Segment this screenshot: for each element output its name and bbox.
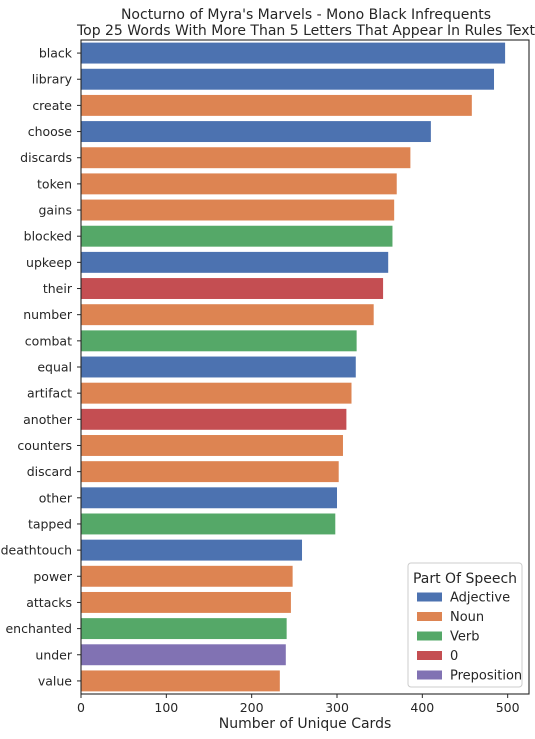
chart-title-line-1: Nocturno of Myra's Marvels - Mono Black …	[121, 7, 491, 23]
y-tick-label: tapped	[28, 516, 72, 531]
y-tick-label: another	[23, 412, 73, 427]
y-tick-label: number	[23, 307, 73, 322]
bar-create	[81, 94, 472, 116]
x-tick-label: 0	[77, 700, 85, 715]
bar-combat	[81, 330, 357, 352]
bar-equal	[81, 356, 356, 378]
legend-swatch-adjective	[417, 592, 442, 602]
legend-label: 0	[450, 649, 458, 664]
legend: Part Of Speech Adjective Noun Verb 0 Preposi…	[407, 562, 523, 688]
bar-artifact	[81, 382, 352, 404]
y-tick-label: deathtouch	[1, 543, 72, 558]
bar-another	[81, 408, 347, 430]
y-tick-label: equal	[37, 360, 72, 375]
bar-counters	[81, 435, 343, 456]
y-tick-label: value	[38, 673, 72, 688]
y-tick-label: other	[39, 490, 73, 505]
bar-enchanted	[81, 618, 287, 640]
legend-items: Adjective Noun Verb 0 Preposition	[417, 591, 522, 684]
bar-token	[81, 173, 397, 195]
y-tick-label: create	[32, 98, 72, 113]
bar-value	[81, 670, 280, 692]
y-tick-label: discards	[20, 150, 72, 165]
bar-black	[81, 42, 506, 64]
legend-label: Verb	[450, 630, 479, 645]
y-tick-label: blocked	[24, 229, 72, 244]
legend-swatch-0	[417, 651, 442, 660]
legend-swatch-verb	[417, 631, 442, 641]
bar-gains	[81, 199, 395, 221]
y-tick-label: their	[43, 281, 73, 296]
y-tick-label: discard	[27, 464, 72, 479]
bar-other	[81, 487, 337, 509]
x-axis-label: Number of Unique Cards	[219, 716, 392, 732]
legend-title: Part Of Speech	[413, 571, 517, 587]
legend-label: Adjective	[450, 591, 510, 606]
y-tick-label: combat	[25, 333, 72, 348]
x-tick-label: 100	[154, 700, 178, 715]
y-tick-label: attacks	[26, 595, 72, 610]
y-tick-label: black	[39, 46, 73, 61]
bar-power	[81, 565, 293, 587]
bar-attacks	[81, 591, 291, 613]
legend-swatch-preposition	[417, 670, 442, 680]
bar-discard	[81, 461, 339, 483]
x-tick-label: 200	[240, 700, 264, 715]
y-tick-label: power	[33, 569, 72, 584]
bar-blocked	[81, 225, 393, 247]
y-tick-label: upkeep	[26, 255, 72, 270]
x-ticks: 0 100 200 300 400 500	[77, 694, 520, 715]
bar-under	[81, 644, 286, 666]
legend-swatch-noun	[417, 612, 442, 621]
legend-label: Noun	[450, 610, 484, 625]
x-tick-label: 500	[496, 700, 520, 715]
bar-discards	[81, 147, 411, 169]
y-tick-label: artifact	[27, 386, 72, 401]
legend-label: Preposition	[450, 669, 522, 684]
y-tick-label: counters	[17, 438, 72, 453]
bar-choose	[81, 121, 431, 143]
y-tick-label: choose	[28, 124, 73, 139]
y-tick-label: library	[32, 72, 73, 87]
y-tick-label: under	[35, 647, 72, 662]
bar-upkeep	[81, 251, 389, 273]
x-tick-label: 400	[410, 700, 434, 715]
y-tick-label: enchanted	[5, 621, 72, 636]
bar-deathtouch	[81, 539, 303, 561]
bar-their	[81, 278, 384, 299]
bars-group	[81, 42, 506, 692]
y-tick-label: token	[37, 176, 72, 191]
x-tick-label: 300	[325, 700, 349, 715]
y-tick-label: gains	[38, 203, 72, 218]
plot-frame	[80, 39, 530, 695]
bar-library	[81, 68, 495, 90]
y-tick-labels: black library create choose discards token gai…	[1, 46, 81, 688]
bar-number	[81, 304, 374, 326]
chart-title-line-2: Top 25 Words With More Than 5 Letters Th…	[76, 23, 535, 39]
bar-tapped	[81, 513, 336, 535]
